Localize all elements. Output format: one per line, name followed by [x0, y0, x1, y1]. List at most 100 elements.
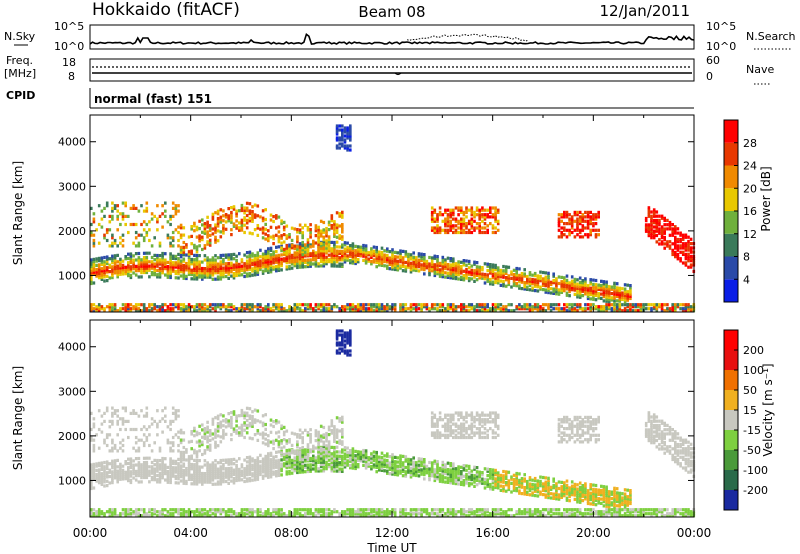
- power-cell: [467, 228, 471, 232]
- power-cell: [404, 265, 408, 269]
- power-cell: [330, 224, 334, 228]
- velocity-cell: [145, 475, 149, 480]
- power-cell: [171, 254, 175, 258]
- power-cell: [349, 246, 352, 250]
- velocity-cell: [232, 427, 236, 431]
- power-cell: [581, 213, 585, 217]
- power-cell: [92, 262, 96, 266]
- power-cell: [660, 242, 664, 246]
- velocity-cell: [153, 441, 156, 445]
- velocity-cell: [322, 467, 326, 471]
- power-cell: [245, 305, 249, 309]
- power-cell: [597, 213, 600, 217]
- power-cell: [666, 242, 669, 246]
- velocity-cell: [95, 464, 98, 468]
- velocity-cell: [267, 462, 270, 467]
- power-cell: [351, 261, 355, 265]
- velocity-cell: [277, 510, 281, 514]
- velocity-cell: [111, 476, 114, 480]
- velocity-cell: [208, 508, 212, 512]
- power-cell: [486, 213, 489, 217]
- power-cell: [245, 307, 249, 311]
- power-cell: [356, 249, 360, 253]
- velocity-cell: [211, 463, 215, 467]
- power-cell: [586, 284, 590, 288]
- power-cell: [478, 230, 481, 235]
- power-cell: [142, 256, 146, 260]
- power-cell: [306, 240, 310, 244]
- power-cell: [150, 244, 154, 248]
- power-cell: [605, 297, 608, 301]
- power-cell: [174, 204, 178, 208]
- velocity-cell: [309, 510, 312, 514]
- power-cell: [555, 279, 558, 283]
- velocity-cell: [235, 512, 238, 516]
- velocity-cell: [317, 450, 320, 454]
- power-cell: [578, 230, 582, 235]
- power-cell: [475, 309, 479, 313]
- velocity-cell: [230, 479, 233, 483]
- velocity-cell: [169, 419, 172, 423]
- power-cell: [349, 307, 352, 311]
- power-cell: [312, 258, 315, 262]
- velocity-cell: [253, 476, 257, 480]
- power-cell: [349, 132, 352, 136]
- velocity-cell: [206, 465, 209, 469]
- power-cell: [269, 268, 273, 272]
- velocity-cell: [251, 472, 254, 476]
- power-tick-label: 4: [743, 273, 750, 286]
- power-cell: [280, 249, 283, 253]
- velocity-cell: [222, 480, 225, 484]
- power-cell: [364, 259, 368, 263]
- power-cell: [452, 208, 455, 212]
- power-cell: [483, 230, 487, 235]
- power-cell: [100, 273, 104, 277]
- power-cell: [219, 230, 223, 234]
- velocity-cell: [256, 508, 260, 512]
- velocity-cell: [134, 457, 138, 461]
- power-cell: [481, 309, 484, 313]
- power-cell: [177, 238, 180, 243]
- velocity-cell: [248, 457, 252, 461]
- power-cell: [560, 275, 563, 279]
- power-tick-label: 24: [743, 160, 757, 173]
- power-cell: [629, 290, 632, 294]
- power-cell: [597, 296, 600, 300]
- power-cell: [140, 268, 143, 273]
- power-cell: [502, 269, 505, 273]
- power-cell: [206, 305, 209, 309]
- velocity-cell: [158, 473, 162, 478]
- power-cell: [462, 276, 466, 280]
- power-cell: [227, 257, 230, 261]
- power-cell: [124, 303, 127, 307]
- power-cell: [330, 307, 334, 311]
- velocity-cell: [322, 435, 326, 439]
- power-cell: [111, 309, 114, 313]
- power-cell: [486, 208, 489, 212]
- velocity-cell: [174, 459, 178, 463]
- power-cell: [481, 266, 484, 270]
- power-cell: [333, 251, 336, 255]
- velocity-cell: [113, 465, 117, 469]
- velocity-cell: [111, 508, 114, 512]
- power-cell: [227, 276, 230, 280]
- power-cell: [142, 238, 146, 243]
- power-cell: [370, 247, 373, 251]
- power-cell: [430, 210, 434, 214]
- velocity-cell: [317, 447, 320, 452]
- velocity-cell: [164, 478, 167, 482]
- power-cell: [190, 270, 193, 274]
- power-cell: [272, 267, 275, 271]
- velocity-cell: [90, 480, 93, 484]
- power-cell: [134, 230, 138, 235]
- power-cell: [417, 252, 421, 256]
- power-cell: [285, 244, 289, 248]
- velocity-cell: [177, 510, 180, 514]
- power-cell: [650, 216, 653, 220]
- velocity-cell: [261, 461, 265, 465]
- velocity-cell: [129, 472, 133, 476]
- power-cell: [177, 272, 180, 276]
- power-cell: [460, 307, 463, 311]
- velocity-cell: [164, 514, 167, 518]
- power-cell: [116, 204, 119, 208]
